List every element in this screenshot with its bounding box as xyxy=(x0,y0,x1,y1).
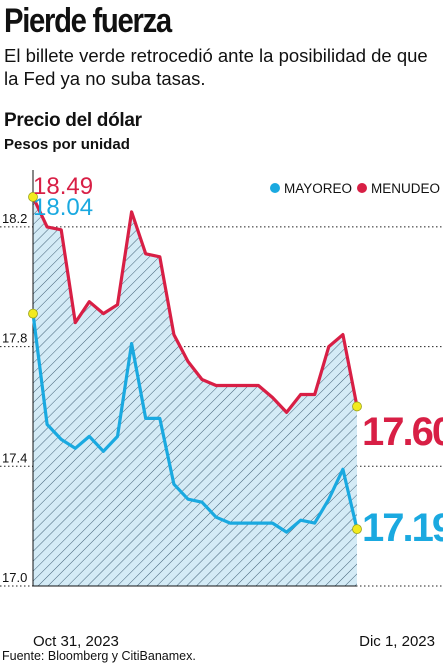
hatched-area xyxy=(33,196,357,586)
unit-label: Pesos por unidad xyxy=(4,136,130,153)
data-point xyxy=(28,192,38,202)
end-value-label: 17.60 xyxy=(362,410,443,454)
start-value-label: 18.04 xyxy=(33,194,93,221)
subtitle: El billete verde retrocedió ante la posi… xyxy=(4,45,428,89)
start-value-label: 18.49 xyxy=(33,173,93,200)
end-value-label: 17.19 xyxy=(362,506,443,550)
y-tick-label: 17.8 xyxy=(2,331,27,346)
x-tick-label: Oct 31, 2023 xyxy=(33,633,119,650)
source-note: Fuente: Bloomberg y CitiBanamex. xyxy=(2,649,196,663)
headline: Pierde fuerza xyxy=(4,2,172,40)
data-point xyxy=(352,524,362,535)
legend-label: MENUDEO xyxy=(371,181,440,196)
series-line-menudeo xyxy=(31,195,359,414)
y-tick-label: 17.4 xyxy=(2,450,27,465)
x-tick-label: Dic 1, 2023 xyxy=(359,633,435,650)
y-tick-label: 18.2 xyxy=(2,211,27,226)
chart-title: Precio del dólar xyxy=(4,110,142,131)
data-point xyxy=(352,401,362,412)
series-line-mayoreo xyxy=(31,312,359,534)
legend-label: MAYOREO xyxy=(284,181,352,196)
legend-marker-menudeo xyxy=(357,183,367,193)
y-tick-label: 17.0 xyxy=(2,570,27,585)
data-point xyxy=(28,308,38,319)
legend-marker-mayoreo xyxy=(270,183,280,193)
